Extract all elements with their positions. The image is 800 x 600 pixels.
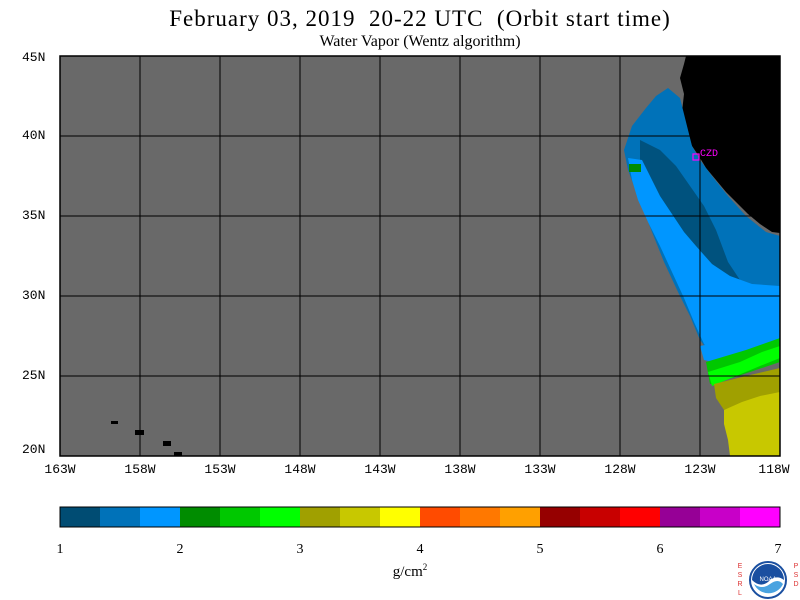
land-mass <box>680 56 780 233</box>
lat-label-35n: 35N <box>22 208 46 223</box>
page-subtitle: Water Vapor (Wentz algorithm) <box>319 33 521 50</box>
vapor-yellow-region <box>724 392 780 456</box>
lat-label-20n: 20N <box>22 442 46 457</box>
lon-label-133w: 133W <box>524 462 556 477</box>
colorbar-tick-4: 4 <box>416 542 424 557</box>
lat-label-25n: 25N <box>22 368 46 383</box>
colorbar-segment <box>300 507 341 527</box>
colorbar-segment <box>340 507 381 527</box>
lon-label-138w: 138W <box>444 462 476 477</box>
vapor-green-spot <box>629 164 641 172</box>
colorbar-unit: g/cm2 <box>392 562 428 580</box>
colorbar-tick-3: 3 <box>296 542 304 557</box>
colorbar-segment <box>620 507 661 527</box>
colorbar-segment <box>500 507 541 527</box>
colorbar-frame <box>59 506 781 528</box>
colorbar-segment <box>700 507 741 527</box>
colorbar-segment <box>540 507 581 527</box>
colorbar-tick-2: 2 <box>176 542 184 557</box>
lon-label-143w: 143W <box>364 462 396 477</box>
lon-label-153w: 153W <box>204 462 236 477</box>
colorbar-tick-6: 6 <box>656 542 664 557</box>
colorbar-segment <box>260 507 301 527</box>
colorbar-segment <box>420 507 461 527</box>
colorbar-segment <box>180 507 221 527</box>
vapor-swath-mid <box>640 140 780 318</box>
page-title: February 03, 2019 20-22 UTC (Orbit start… <box>169 6 671 31</box>
colorbar-tick-7: 7 <box>774 542 782 557</box>
colorbar-segment <box>220 507 261 527</box>
station-marker-czd: CZD <box>692 149 718 161</box>
colorbar-segment <box>660 507 701 527</box>
colorbar-segment <box>740 507 781 527</box>
lat-label-45n: 45N <box>22 50 46 65</box>
lat-label-30n: 30N <box>22 288 46 303</box>
lon-label-128w: 128W <box>604 462 636 477</box>
colorbar <box>60 507 781 527</box>
vapor-swath-light <box>628 158 780 358</box>
vapor-olive-band <box>714 368 780 410</box>
colorbar-segment <box>140 507 181 527</box>
lat-label-40n: 40N <box>22 128 46 143</box>
colorbar-segment <box>60 507 101 527</box>
vapor-swath-blue-edge <box>700 324 780 362</box>
lon-label-148w: 148W <box>284 462 316 477</box>
lon-label-163w: 163W <box>44 462 76 477</box>
station-label: CZD <box>700 149 718 160</box>
lon-label-158w: 158W <box>124 462 156 477</box>
colorbar-segment <box>380 507 421 527</box>
colorbar-tick-1: 1 <box>56 542 64 557</box>
noaa-emblem-icon: NOAA <box>749 561 787 599</box>
lon-label-118w: 118W <box>758 462 790 477</box>
map-frame <box>59 55 781 457</box>
colorbar-tick-5: 5 <box>536 542 544 557</box>
colorbar-segment <box>580 507 621 527</box>
colorbar-segment <box>460 507 501 527</box>
colorbar-segment <box>100 507 141 527</box>
lon-label-123w: 123W <box>684 462 716 477</box>
svg-text:NOAA: NOAA <box>759 577 776 583</box>
map-grid <box>60 56 780 456</box>
